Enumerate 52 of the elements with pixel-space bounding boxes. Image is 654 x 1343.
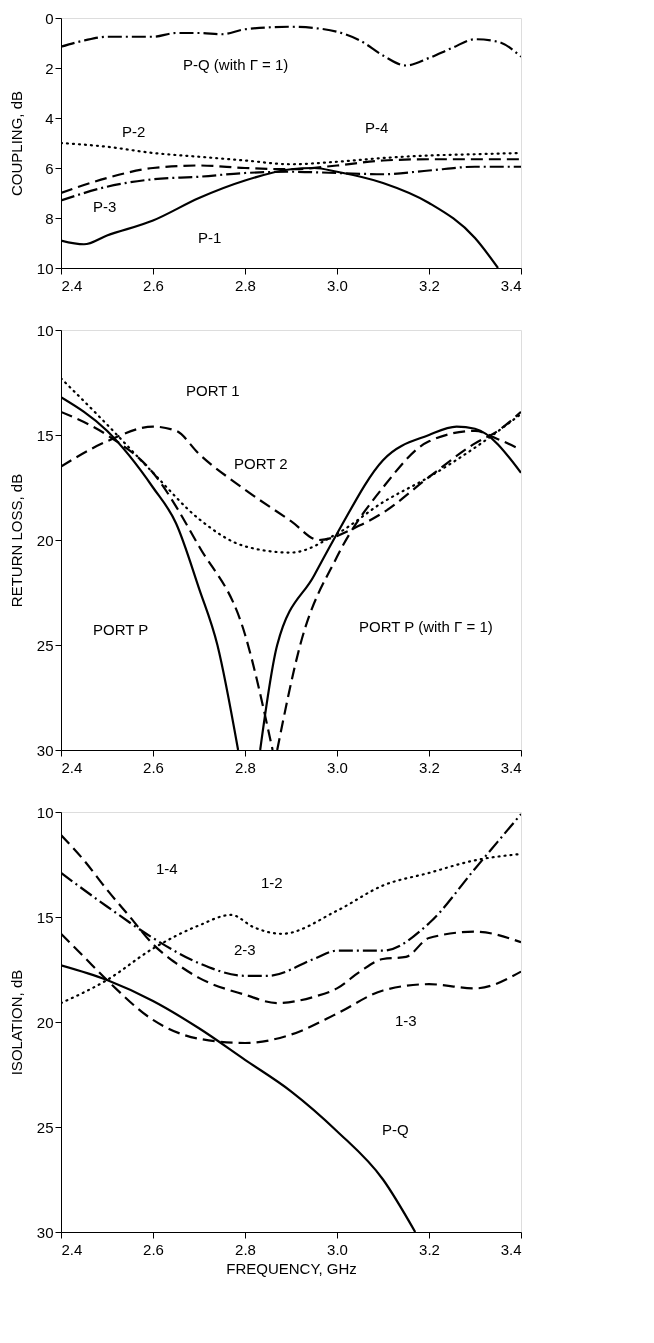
x-tick-label: 2.6 <box>143 1240 164 1258</box>
x-tick-label: 3.4 <box>500 276 522 294</box>
y-tick-label: 25 <box>36 1118 54 1136</box>
y-tick-label: 15 <box>36 908 54 926</box>
x-tick-label: 3.2 <box>419 276 440 294</box>
x-tick-label: 2.6 <box>143 276 164 294</box>
x-tick-label: 2.8 <box>235 1240 256 1258</box>
x-tick-label: 3.0 <box>327 1240 348 1258</box>
y-tick-label: 8 <box>45 209 54 227</box>
x-tick-label: 3.0 <box>327 276 348 294</box>
y-tick-label: 20 <box>36 531 54 549</box>
x-tick-label: 2.8 <box>235 276 256 294</box>
x-tick-label: 3.2 <box>419 758 440 776</box>
y-axis-title: ISOLATION, dB <box>7 969 25 1076</box>
annotation: PORT P (with Γ = 1) <box>359 618 493 635</box>
annotation: 1-4 <box>156 860 178 877</box>
annotation: 1-3 <box>395 1012 417 1029</box>
y-tick-label: 4 <box>45 109 54 127</box>
x-tick-label: 2.4 <box>61 758 83 776</box>
annotation: P-3 <box>93 198 117 215</box>
y-tick-label: 25 <box>36 636 54 654</box>
y-tick-label: 10 <box>36 321 54 339</box>
x-tick-label: 2.6 <box>143 758 164 776</box>
x-tick-label: 2.4 <box>61 276 83 294</box>
x-tick-label: 3.0 <box>327 758 348 776</box>
x-tick-label: 3.2 <box>419 1240 440 1258</box>
annotation: PORT P <box>93 621 149 638</box>
y-tick-label: 2 <box>45 59 54 77</box>
x-tick-label: 3.4 <box>500 758 522 776</box>
x-tick-label: 2.8 <box>235 758 256 776</box>
x-tick-label: 3.4 <box>500 1240 522 1258</box>
y-tick-label: 0 <box>45 9 54 27</box>
y-axis-title: COUPLING, dB <box>7 90 25 197</box>
x-axis-title: FREQUENCY, GHz <box>226 1259 357 1277</box>
y-tick-label: 6 <box>45 159 54 177</box>
annotation: 1-2 <box>261 874 283 891</box>
annotation: P-Q (with Γ = 1) <box>183 56 289 73</box>
annotation: P-2 <box>122 123 146 140</box>
annotation: P-1 <box>198 229 222 246</box>
y-tick-label: 30 <box>36 741 54 759</box>
y-tick-label: 15 <box>36 426 54 444</box>
y-tick-label: 20 <box>36 1013 54 1031</box>
annotation: 2-3 <box>234 941 256 958</box>
annotation: PORT 2 <box>234 455 288 472</box>
annotation: P-4 <box>365 119 389 136</box>
y-tick-label: 10 <box>36 259 54 277</box>
x-tick-label: 2.4 <box>61 1240 83 1258</box>
annotation: P-Q <box>382 1121 409 1138</box>
annotation: PORT 1 <box>186 382 240 399</box>
y-axis-title: RETURN LOSS, dB <box>7 473 25 608</box>
y-tick-label: 30 <box>36 1223 54 1241</box>
y-tick-label: 10 <box>36 803 54 821</box>
